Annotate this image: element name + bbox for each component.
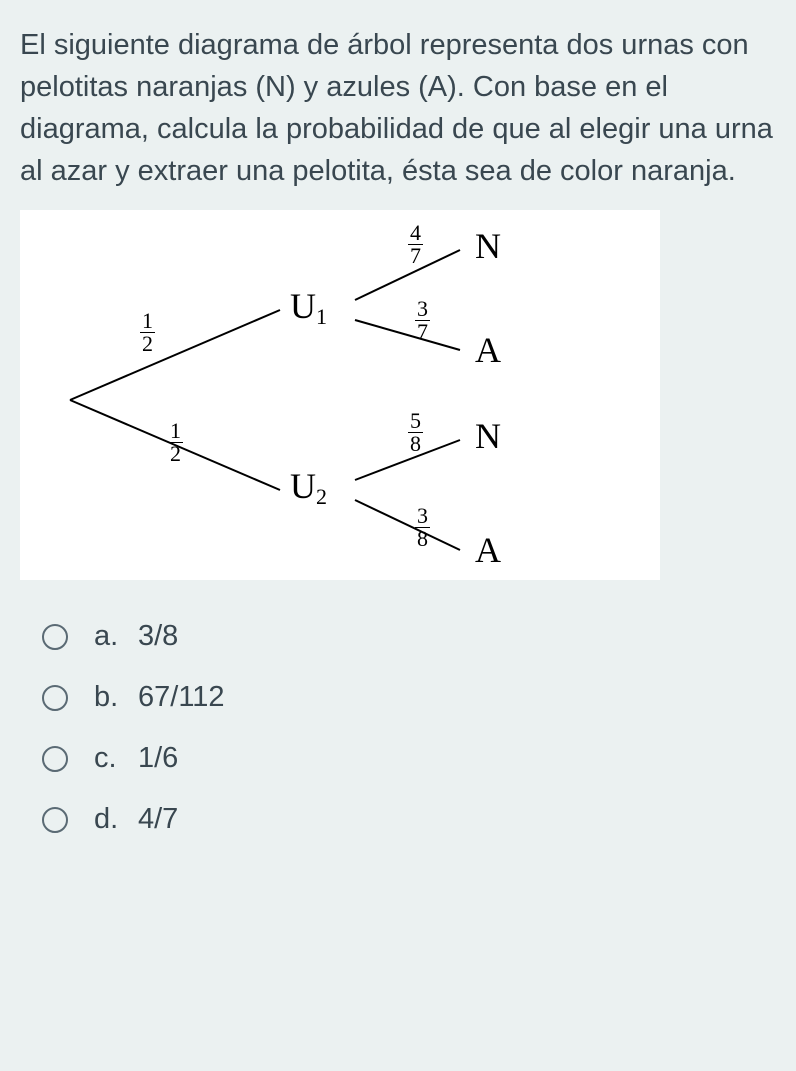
leaf-a1: A bbox=[475, 332, 501, 368]
radio-icon[interactable] bbox=[42, 624, 68, 650]
leaf-n1: N bbox=[475, 228, 501, 264]
node-u2: U2 bbox=[290, 468, 327, 508]
radio-icon[interactable] bbox=[42, 685, 68, 711]
option-d[interactable]: d. 4/7 bbox=[42, 803, 776, 836]
option-text: 67/112 bbox=[138, 681, 225, 714]
option-c[interactable]: c. 1/6 bbox=[42, 742, 776, 775]
node-u1: U1 bbox=[290, 288, 327, 328]
leaf-a2: A bbox=[475, 532, 501, 568]
option-text: 3/8 bbox=[138, 620, 178, 653]
tree-lines bbox=[20, 210, 660, 580]
option-letter: b. bbox=[94, 681, 138, 714]
prob-u2: 12 bbox=[168, 420, 183, 465]
tree-diagram: U1 U2 N A N A 12 12 47 37 58 38 bbox=[20, 210, 660, 580]
option-text: 1/6 bbox=[138, 742, 178, 775]
prob-l3: 58 bbox=[408, 410, 423, 455]
option-text: 4/7 bbox=[138, 803, 178, 836]
question-text: El siguiente diagrama de árbol represent… bbox=[20, 24, 776, 192]
prob-l2: 37 bbox=[415, 298, 430, 343]
prob-l1: 47 bbox=[408, 222, 423, 267]
prob-l4: 38 bbox=[415, 505, 430, 550]
prob-u1: 12 bbox=[140, 310, 155, 355]
option-letter: a. bbox=[94, 620, 138, 653]
radio-icon[interactable] bbox=[42, 746, 68, 772]
option-b[interactable]: b. 67/112 bbox=[42, 681, 776, 714]
option-letter: c. bbox=[94, 742, 138, 775]
options-list: a. 3/8 b. 67/112 c. 1/6 d. 4/7 bbox=[20, 620, 776, 836]
option-letter: d. bbox=[94, 803, 138, 836]
radio-icon[interactable] bbox=[42, 807, 68, 833]
leaf-n2: N bbox=[475, 418, 501, 454]
option-a[interactable]: a. 3/8 bbox=[42, 620, 776, 653]
